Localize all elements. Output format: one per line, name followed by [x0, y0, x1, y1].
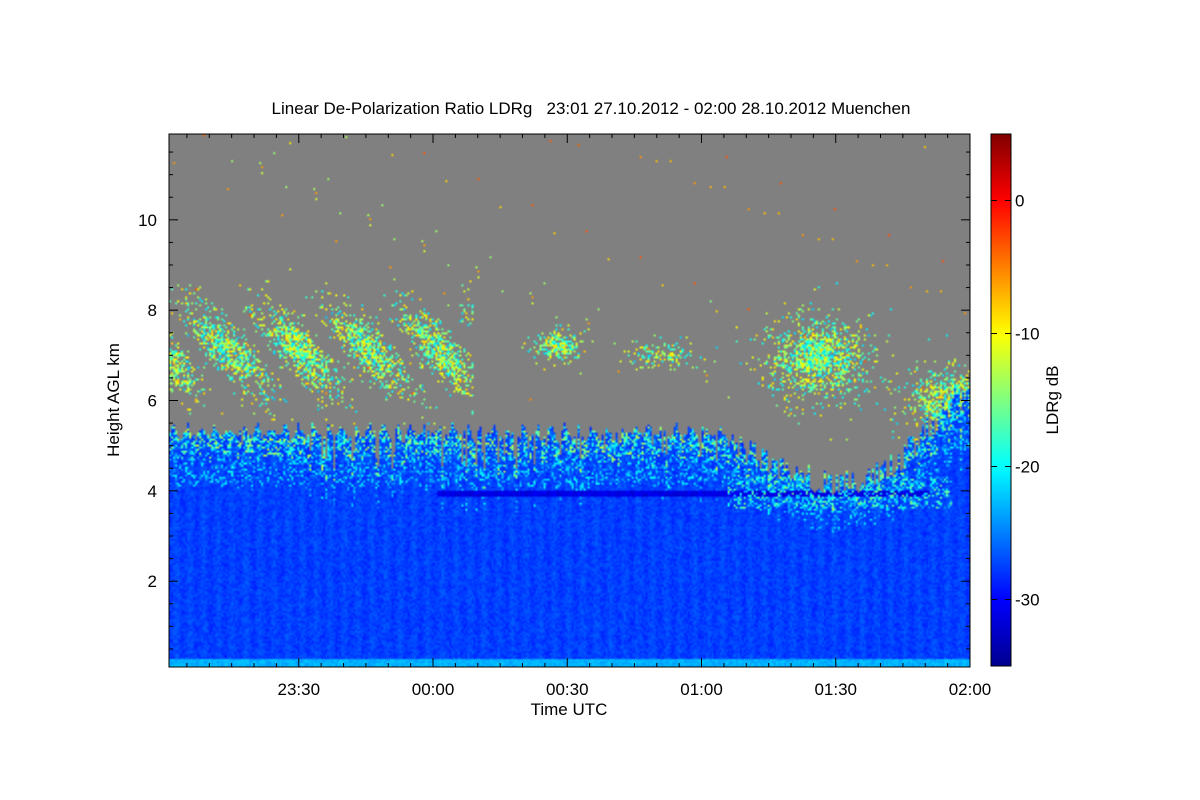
colorbar-ticks: 0 -10 -20 -30 [991, 192, 1040, 610]
y-tick-label: 10 [138, 211, 157, 230]
y-tick-label: 2 [148, 572, 157, 591]
colorbar-tick-label: -10 [1015, 325, 1040, 344]
colorbar-label: LDRg dB [1043, 366, 1062, 435]
colorbar-tick-label: -20 [1015, 458, 1040, 477]
y-tick-label: 6 [148, 392, 157, 411]
x-tick-label: 23:30 [277, 680, 320, 699]
x-tick-label: 02:00 [949, 680, 992, 699]
x-axis-label: Time UTC [531, 700, 608, 719]
colorbar-tick-label: 0 [1015, 192, 1024, 211]
x-tick-label: 01:30 [814, 680, 857, 699]
y-axis-label: Height AGL km [104, 343, 123, 457]
x-tick-label: 01:00 [680, 680, 723, 699]
y-tick-label: 4 [148, 482, 157, 501]
chart-title: Linear De-Polarization Ratio LDRg 23:01 … [272, 99, 911, 118]
ldr-heatmap [169, 134, 970, 667]
x-tick-label: 00:00 [412, 680, 455, 699]
y-axis: 2 4 6 8 10 [138, 151, 970, 650]
x-tick-label: 00:30 [546, 680, 589, 699]
colorbar-tick-label: -30 [1015, 591, 1040, 610]
colorbar: 0 -10 -20 -30 LDRg dB [990, 133, 1062, 667]
x-axis: 23:30 00:00 00:30 01:00 01:30 02:00 [186, 134, 992, 699]
plot-area [169, 134, 970, 667]
y-tick-label: 8 [148, 301, 157, 320]
colorbar-scale [990, 133, 1012, 667]
